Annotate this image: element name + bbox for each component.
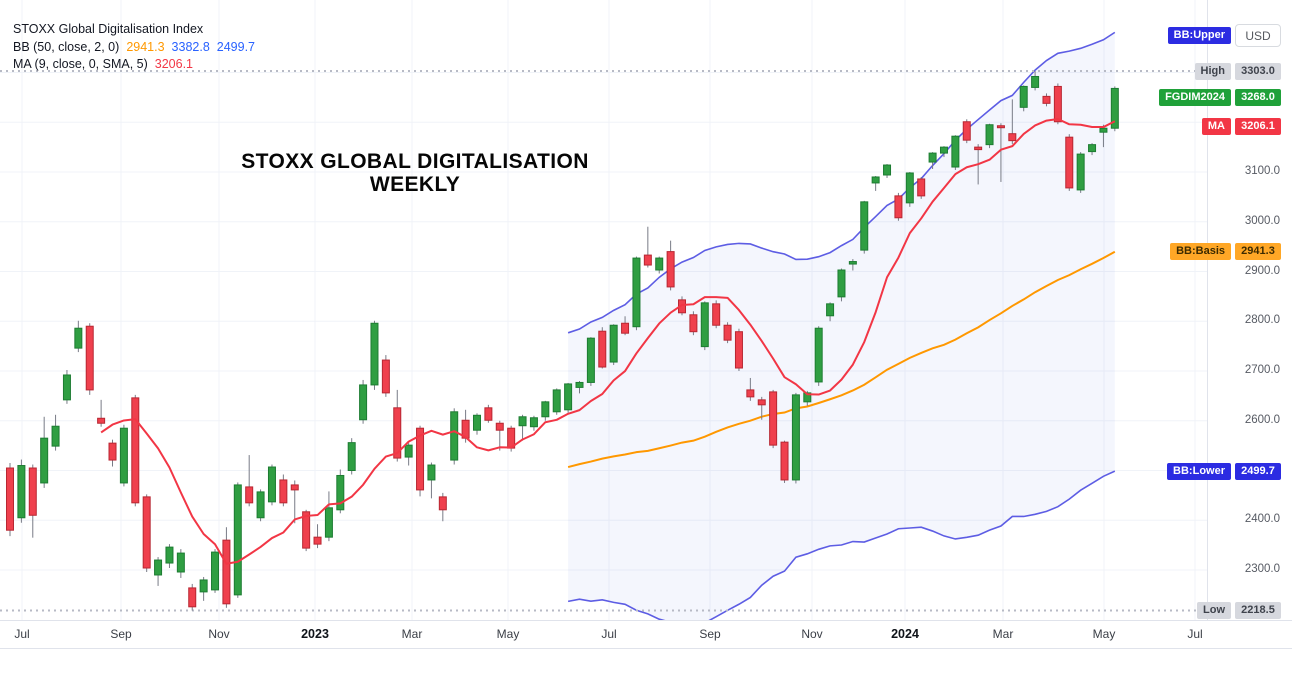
y-axis-label: 3100.0 bbox=[1244, 165, 1280, 177]
x-axis-label: Mar bbox=[401, 627, 423, 641]
bb-lower-price-badge-value: 2499.7 bbox=[1235, 463, 1281, 480]
ma-price-badge: MA 3206.1 bbox=[1201, 118, 1281, 135]
ma-price-badge-label: MA bbox=[1201, 118, 1231, 135]
x-axis-label: Jul bbox=[601, 627, 617, 641]
bb-lower-price-badge: BB:Lower 2499.7 bbox=[1167, 463, 1281, 480]
candlestick-series bbox=[6, 71, 1119, 611]
bb-basis-line bbox=[567, 250, 1116, 469]
bb-upper-axis-badge: BB:Upper bbox=[1167, 27, 1231, 44]
x-axis-label: Jul bbox=[1187, 627, 1203, 641]
bb-lower-line bbox=[567, 470, 1116, 620]
x-axis-label: Nov bbox=[208, 627, 230, 641]
time-axis[interactable]: Jul Sep Nov 2023 Mar May Jul Sep Nov 2024 Mar May Ju… bbox=[0, 620, 1292, 649]
x-axis-label: May bbox=[496, 627, 520, 641]
currency-button[interactable]: USD bbox=[1235, 24, 1281, 47]
x-axis-label: Jul bbox=[14, 627, 30, 641]
bb-legend-label: BB (50, close, 2, 0) bbox=[13, 39, 120, 54]
x-axis-label: Mar bbox=[992, 627, 1014, 641]
ma-legend-value: 3206.1 bbox=[154, 57, 193, 71]
ma-price-badge-value: 3206.1 bbox=[1235, 118, 1281, 135]
bb-lower-legend-value: 2499.7 bbox=[216, 39, 256, 54]
indicator-bb-legend[interactable]: BB (50, close, 2, 0) 2941.3 3382.8 2499.7 bbox=[13, 39, 262, 57]
grid-lines bbox=[0, 0, 1207, 620]
ma-line bbox=[100, 117, 1116, 565]
bb-basis-price-badge: BB:Basis 2941.3 bbox=[1170, 243, 1281, 260]
low-price-badge-value: 2218.5 bbox=[1235, 602, 1281, 619]
low-price-badge-label: Low bbox=[1197, 602, 1231, 619]
watermark-line-1: STOXX GLOBAL DIGITALISATION bbox=[241, 150, 589, 173]
bb-lower-price-badge-label: BB:Lower bbox=[1167, 463, 1231, 480]
price-chart[interactable] bbox=[0, 0, 1207, 648]
bb-basis-price-badge-value: 2941.3 bbox=[1235, 243, 1281, 260]
bb-basis-price-badge-label: BB:Basis bbox=[1170, 243, 1231, 260]
price-axis[interactable]: 3100.0 3000.0 2900.0 2800.0 2700.0 2600.0 2400… bbox=[1207, 0, 1292, 648]
bb-upper-legend-value: 3382.8 bbox=[171, 39, 210, 54]
y-axis-label: 2800.0 bbox=[1244, 314, 1280, 327]
y-axis-label: 3000.0 bbox=[1244, 214, 1280, 227]
high-price-badge: High 3303.0 bbox=[1194, 63, 1281, 80]
x-axis-label: Sep bbox=[699, 627, 721, 641]
y-axis-label: 2300.0 bbox=[1244, 563, 1280, 575]
y-axis-label: 2700.0 bbox=[1244, 364, 1280, 376]
x-axis-label: 2024 bbox=[891, 627, 919, 641]
indicator-ma-legend[interactable]: MA (9, close, 0, SMA, 5) 3206.1 bbox=[13, 56, 262, 74]
last-price-badge-value: 3268.0 bbox=[1235, 89, 1281, 106]
last-price-badge: FGDIM2024 3268.0 bbox=[1159, 89, 1281, 106]
x-axis-label: May bbox=[1092, 627, 1116, 641]
y-axis-label: 2400.0 bbox=[1244, 513, 1280, 526]
ma-legend-label: MA (9, close, 0, SMA, 5) bbox=[13, 57, 148, 71]
x-axis-label: Sep bbox=[110, 627, 132, 641]
high-price-badge-label: High bbox=[1194, 63, 1231, 80]
chart-legend: STOXX Global Digitalisation Index BB (50… bbox=[13, 21, 262, 74]
bb-upper-line bbox=[567, 31, 1116, 334]
symbol-title[interactable]: STOXX Global Digitalisation Index bbox=[13, 22, 204, 36]
bb-basis-legend-value: 2941.3 bbox=[126, 39, 165, 54]
chart-watermark: STOXX GLOBAL DIGITALISATION WEEKLY bbox=[175, 150, 655, 196]
y-axis-label: 2600.0 bbox=[1244, 413, 1280, 426]
high-price-badge-value: 3303.0 bbox=[1235, 63, 1281, 80]
last-price-badge-label: FGDIM2024 bbox=[1159, 89, 1231, 106]
watermark-line-2: WEEKLY bbox=[369, 173, 461, 196]
y-axis-label: 2900.0 bbox=[1244, 264, 1280, 277]
x-axis-label: 2023 bbox=[301, 627, 329, 641]
low-price-badge: Low 2218.5 bbox=[1197, 602, 1281, 619]
bb-fill-area bbox=[568, 32, 1115, 620]
x-axis-label: Nov bbox=[801, 627, 823, 641]
